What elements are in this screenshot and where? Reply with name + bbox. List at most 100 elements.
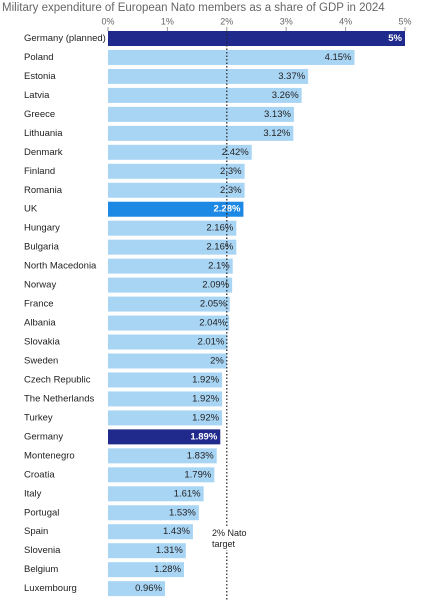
category-label: Germany: [24, 431, 63, 442]
bar: [108, 315, 230, 331]
category-label: Luxembourg: [24, 583, 77, 594]
bar: [108, 125, 294, 141]
value-label: 1.89%: [190, 431, 217, 442]
category-label: The Netherlands: [24, 393, 94, 404]
value-label: 2%: [210, 356, 224, 367]
category-label: Belgium: [24, 564, 58, 575]
bar: [108, 581, 166, 597]
value-label: 4.15%: [325, 52, 352, 63]
bar: [108, 410, 223, 426]
category-label: Turkey: [24, 412, 53, 423]
category-label: Sweden: [24, 356, 58, 367]
value-label: 1.31%: [156, 545, 183, 556]
bar: [108, 68, 309, 84]
category-label: Italy: [24, 488, 42, 499]
bar: [108, 87, 302, 103]
category-label: Greece: [24, 109, 55, 120]
value-label: 2.01%: [197, 337, 224, 348]
x-tick-label: 3%: [280, 16, 293, 26]
value-label: 2.09%: [202, 280, 229, 291]
bar: [108, 31, 405, 46]
bar: [108, 144, 252, 160]
chart-title: Military expenditure of European Nato me…: [2, 2, 385, 14]
value-label: 1.92%: [192, 393, 219, 404]
category-label: Czech Republic: [24, 374, 91, 385]
category-label: Poland: [24, 52, 54, 63]
x-tick-label: 2%: [220, 16, 233, 26]
bar: [108, 353, 227, 369]
value-label: 2.16%: [206, 223, 233, 234]
bar: [108, 467, 215, 483]
category-label: Albania: [24, 318, 56, 329]
category-label: France: [24, 299, 54, 310]
category-label: Lithuania: [24, 128, 63, 139]
category-label: Norway: [24, 280, 56, 291]
bar: [108, 543, 186, 559]
category-label: Romania: [24, 185, 63, 196]
category-label: Portugal: [24, 507, 59, 518]
value-label: 1.83%: [187, 450, 214, 461]
bar: [108, 562, 185, 578]
x-tick-label: 0%: [101, 16, 114, 26]
value-label: 1.92%: [192, 374, 219, 385]
category-label: Bulgaria: [24, 242, 60, 253]
value-label: 1.53%: [169, 507, 196, 518]
value-label: 2.16%: [206, 242, 233, 253]
value-label: 5%: [388, 33, 402, 44]
category-label: Slovenia: [24, 545, 61, 556]
annotation: 2% Nato target: [212, 528, 256, 550]
value-label: 2.05%: [200, 299, 227, 310]
x-tick-label: 1%: [161, 16, 174, 26]
category-label: North Macedonia: [24, 261, 97, 272]
category-label: Denmark: [24, 147, 63, 158]
category-label: Latvia: [24, 90, 50, 101]
value-label: 3.12%: [263, 128, 290, 139]
value-label: 1.79%: [184, 469, 211, 480]
bar: [108, 429, 221, 445]
category-label: UK: [24, 204, 38, 215]
value-label: 0.96%: [135, 583, 162, 594]
category-label: Croatia: [24, 469, 55, 480]
value-label: 2.42%: [222, 147, 249, 158]
value-label: 2.1%: [208, 261, 230, 272]
bar: [108, 106, 294, 122]
bar: [108, 524, 193, 540]
category-label: Montenegro: [24, 450, 75, 461]
category-label: Slovakia: [24, 337, 61, 348]
bar: [108, 486, 204, 502]
bar: [108, 277, 233, 293]
x-tick-label: 4%: [339, 16, 352, 26]
value-label: 2.04%: [199, 318, 226, 329]
bar: [108, 448, 217, 464]
value-label: 2.3%: [220, 185, 242, 196]
x-tick-label: 5%: [398, 16, 411, 26]
bar: [108, 258, 233, 274]
bar: [108, 49, 355, 65]
value-label: 1.28%: [154, 564, 181, 575]
category-label: Estonia: [24, 71, 56, 82]
bar: [108, 182, 245, 198]
category-label: Hungary: [24, 223, 60, 234]
category-label: Spain: [24, 526, 48, 537]
value-label: 1.61%: [174, 488, 201, 499]
bar: [108, 201, 244, 217]
value-label: 3.37%: [278, 71, 305, 82]
category-label: Germany (planned): [24, 33, 106, 44]
value-label: 1.43%: [163, 526, 190, 537]
bar: [108, 163, 245, 179]
value-label: 2.28%: [213, 204, 240, 215]
value-label: 3.26%: [272, 90, 299, 101]
bar: [108, 334, 228, 350]
category-label: Finland: [24, 166, 55, 177]
bar: [108, 372, 223, 388]
bar: [108, 505, 199, 521]
bar: [108, 220, 237, 236]
value-label: 1.92%: [192, 412, 219, 423]
bar: [108, 391, 223, 407]
bar: [108, 296, 230, 312]
value-label: 3.13%: [264, 109, 291, 120]
bar: [108, 239, 237, 255]
value-label: 2.3%: [220, 166, 242, 177]
